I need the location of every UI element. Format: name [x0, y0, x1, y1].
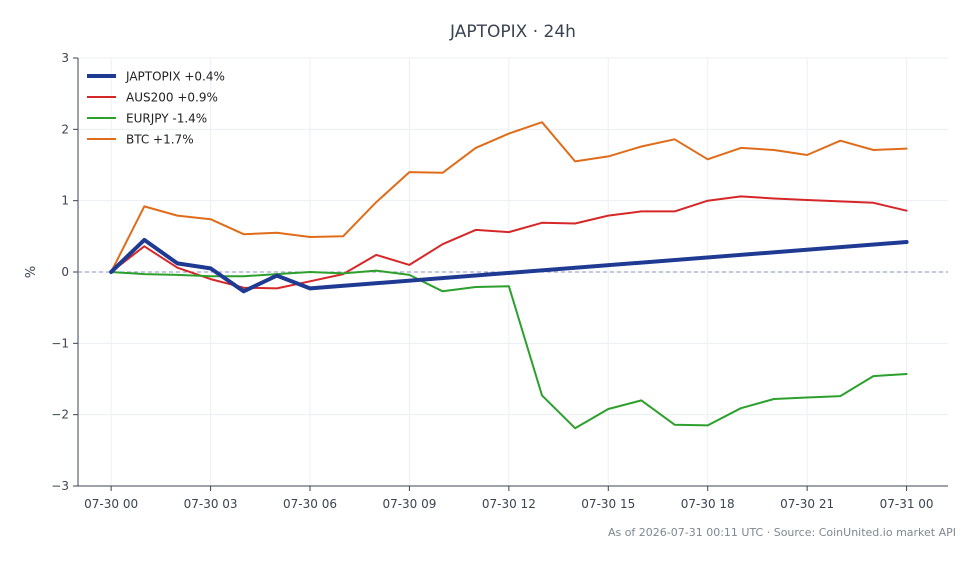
y-tick-label: 1: [61, 194, 69, 208]
x-tick-label: 07-30 03: [184, 497, 238, 511]
x-tick-label: 07-30 00: [84, 497, 138, 511]
x-tick-label: 07-30 15: [581, 497, 635, 511]
x-tick-label: 07-30 09: [382, 497, 436, 511]
y-tick-label: −1: [51, 336, 69, 350]
x-tick-label: 07-30 06: [283, 497, 337, 511]
x-tick-label: 07-30 21: [780, 497, 834, 511]
series-line-eurjpy: [110, 269, 908, 430]
y-axis-label: %: [24, 266, 39, 278]
x-tick-label: 07-31 00: [880, 497, 934, 511]
chart-footer: As of 2026-07-31 00:11 UTC · Source: Coi…: [607, 526, 956, 539]
series-line-japtopix: [109, 237, 909, 294]
y-tick-label: −2: [51, 408, 69, 422]
y-tick-label: 0: [61, 265, 69, 279]
x-tick-label: 07-30 12: [482, 497, 536, 511]
y-tick-label: 3: [61, 51, 69, 65]
legend-label: JAPTOPIX +0.4%: [125, 70, 225, 84]
series-line-btc: [110, 121, 908, 273]
y-tick-label: −3: [51, 479, 69, 493]
legend-label: BTC +1.7%: [126, 133, 194, 147]
y-tick-label: 2: [61, 122, 69, 136]
legend-label: EURJPY -1.4%: [126, 112, 207, 126]
x-tick-label: 07-30 18: [681, 497, 735, 511]
chart-title: JAPTOPIX · 24h: [449, 22, 576, 42]
legend-label: AUS200 +0.9%: [126, 91, 218, 105]
series-line-aus200: [110, 195, 908, 290]
